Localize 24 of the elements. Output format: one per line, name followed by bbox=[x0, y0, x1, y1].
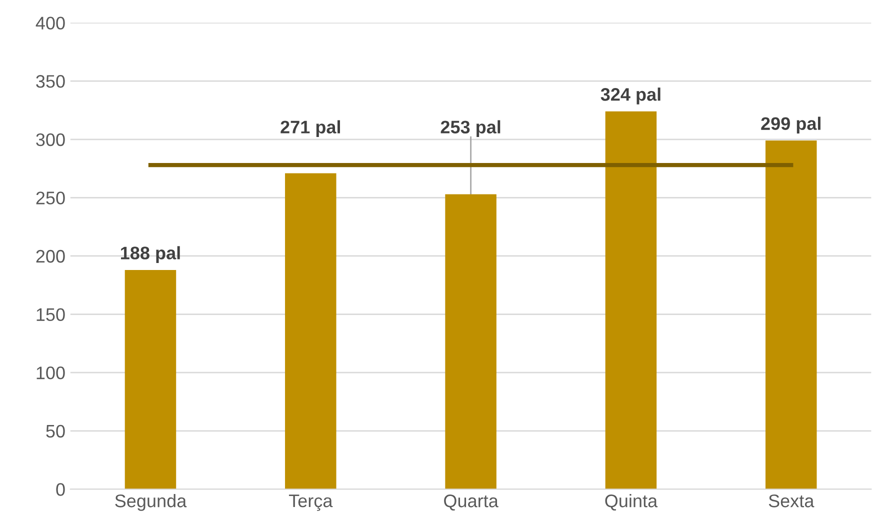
bar bbox=[605, 111, 657, 490]
data-label: 271 pal bbox=[280, 120, 340, 138]
bar bbox=[285, 173, 336, 490]
y-tick-label: 350 bbox=[36, 75, 65, 88]
data-label: 324 pal bbox=[600, 88, 660, 104]
data-label: 299 pal bbox=[761, 116, 820, 134]
x-tick-label: Terça bbox=[288, 494, 333, 511]
y-tick-label: 0 bbox=[56, 483, 65, 496]
x-tick-label: Sexta bbox=[768, 494, 814, 508]
y-tick-label: 400 bbox=[36, 16, 65, 30]
bar bbox=[124, 270, 176, 490]
x-tick-label: Quinta bbox=[605, 494, 658, 511]
data-label: 253 pal bbox=[440, 120, 500, 138]
y-tick-label: 250 bbox=[36, 192, 65, 204]
bar bbox=[765, 140, 817, 490]
y-tick-label: 200 bbox=[36, 250, 65, 263]
x-tick-label: Quarta bbox=[444, 494, 498, 511]
y-tick-label: 100 bbox=[36, 366, 65, 380]
bar bbox=[445, 194, 496, 490]
data-label: 188 pal bbox=[121, 246, 180, 263]
y-tick-label: 300 bbox=[36, 133, 65, 146]
y-tick-label: 50 bbox=[46, 424, 65, 438]
y-tick-label: 150 bbox=[36, 308, 65, 322]
x-tick-label: Segunda bbox=[115, 494, 187, 511]
